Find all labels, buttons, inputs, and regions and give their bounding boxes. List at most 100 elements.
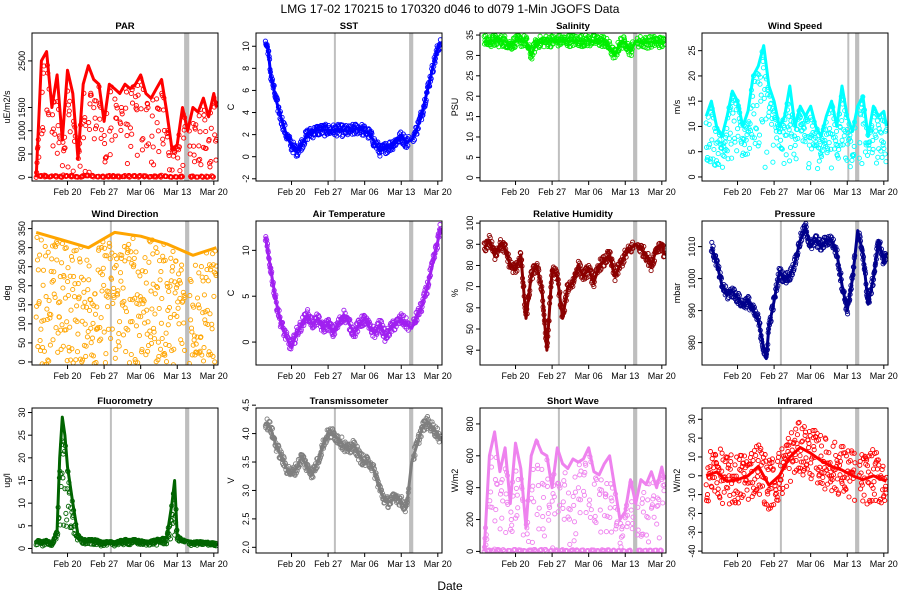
data-point [827, 125, 833, 132]
data-point [125, 122, 131, 128]
y-tick-label: 5 [687, 149, 697, 154]
x-tick-label: Feb 27 [538, 187, 566, 197]
data-point [167, 315, 173, 321]
data-point [107, 128, 113, 134]
data-point [44, 316, 50, 323]
data-point [844, 157, 850, 163]
data-point [509, 522, 515, 528]
data-point [718, 478, 724, 484]
data-point [213, 157, 218, 163]
data-point [635, 504, 641, 510]
plot-frame [255, 220, 443, 366]
data-point [645, 539, 652, 545]
y-tick-label: 3.0 [241, 484, 251, 497]
data-point [341, 307, 347, 313]
data-point [64, 358, 70, 364]
data-point [731, 473, 737, 479]
data-point [151, 336, 158, 342]
data-point [202, 317, 208, 323]
data-point [403, 315, 409, 321]
data-point [621, 34, 627, 40]
data-point [489, 504, 495, 510]
data-point [115, 339, 121, 345]
data-point [101, 132, 107, 139]
data-point [50, 278, 56, 284]
data-point [77, 256, 83, 262]
data-point [102, 253, 108, 259]
data-point [704, 144, 710, 150]
data-point [137, 273, 143, 279]
data-point [160, 136, 166, 142]
x-tick-label: Mar 20 [200, 187, 228, 197]
panel-wind-direction: Wind Directiondeg050100150200250300350Fe… [2, 209, 228, 381]
x-tick-label: Feb 27 [760, 187, 788, 197]
data-point [164, 283, 170, 290]
data-point [509, 528, 515, 534]
data-point [211, 293, 217, 299]
x-tick-label: Mar 13 [163, 559, 191, 569]
data-point [66, 108, 72, 114]
data-point [208, 125, 214, 131]
data-point [148, 334, 154, 340]
data-point [92, 126, 99, 132]
data-point [109, 250, 115, 256]
data-point [566, 506, 572, 512]
data-point [749, 132, 755, 138]
data-point [710, 452, 716, 458]
y-axis-label: PSU [450, 98, 460, 117]
data-point [151, 325, 157, 331]
y-tick-label: 0 [241, 154, 251, 159]
data-point [120, 332, 127, 338]
data-point [857, 140, 863, 146]
data-point [756, 140, 762, 146]
data-point [570, 42, 576, 48]
y-tick-label: 20 [17, 453, 27, 463]
data-point [71, 248, 77, 254]
data-point [829, 131, 835, 137]
data-point [50, 126, 56, 132]
data-point [163, 541, 170, 547]
data-point [434, 426, 441, 432]
plot-area [262, 221, 442, 365]
data-point [752, 476, 758, 482]
data-point [492, 477, 498, 483]
data-point [750, 457, 756, 464]
data-point [728, 141, 734, 147]
plot-area [481, 33, 666, 181]
data-point [849, 157, 855, 163]
y-tick-label: 20 [687, 71, 697, 81]
data-point [866, 142, 872, 148]
data-point [656, 535, 662, 541]
data-point [654, 521, 660, 527]
data-point [779, 146, 785, 152]
data-point [713, 452, 719, 458]
data-point [96, 247, 102, 253]
data-point [76, 294, 82, 300]
data-point [819, 148, 825, 154]
y-tick-label: 800 [465, 416, 475, 431]
data-point [177, 168, 183, 174]
data-point [123, 349, 129, 355]
plot-frame [701, 32, 889, 182]
data-point [571, 33, 577, 39]
data-point [787, 144, 794, 151]
data-point [881, 145, 887, 152]
data-point [711, 460, 717, 466]
data-point [168, 278, 174, 284]
shaded-gap [633, 408, 638, 553]
data-point [759, 483, 766, 489]
data-point [113, 347, 119, 353]
data-point [210, 251, 216, 257]
x-tick-label: Mar 20 [648, 559, 676, 569]
data-point [63, 510, 69, 516]
data-point [92, 311, 99, 317]
data-point [154, 542, 160, 548]
data-point [103, 351, 109, 357]
data-point [201, 292, 207, 298]
data-point [174, 313, 180, 319]
data-point [802, 139, 808, 145]
data-point [602, 494, 609, 500]
